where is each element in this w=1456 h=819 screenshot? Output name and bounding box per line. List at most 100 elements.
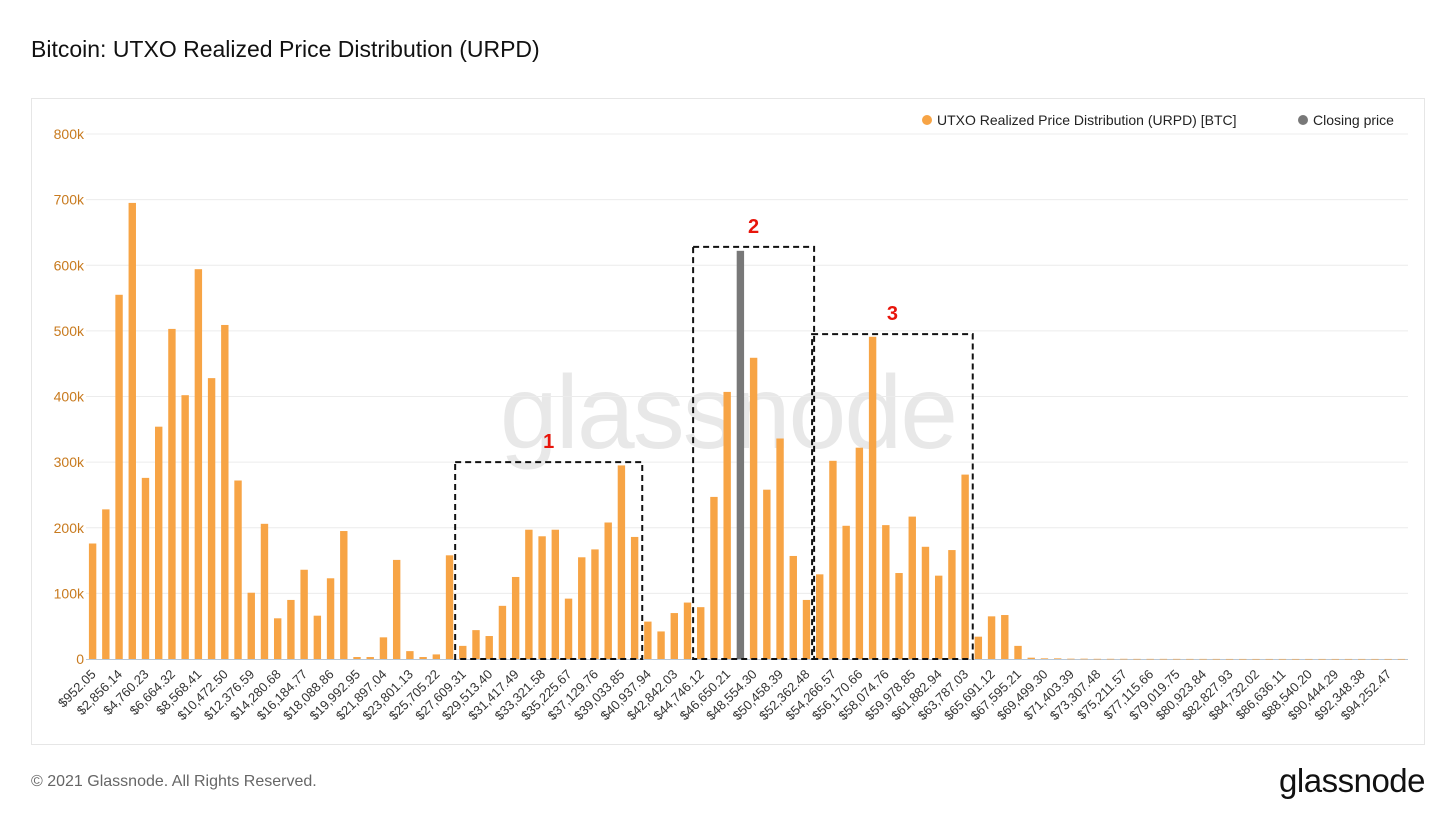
chart-title: Bitcoin: UTXO Realized Price Distributio… [31, 36, 540, 62]
urpd-bar [379, 637, 388, 659]
urpd-bar [1265, 658, 1273, 660]
urpd-bar [1133, 658, 1141, 660]
glassnode-logo[interactable]: glassnode [1279, 762, 1425, 799]
urpd-bar [551, 529, 560, 659]
legend-urpd-label: UTXO Realized Price Distribution (URPD) … [937, 112, 1237, 128]
urpd-bar [1080, 658, 1088, 660]
urpd-bar [882, 525, 890, 659]
urpd-bar [1252, 658, 1260, 660]
urpd-bar [273, 618, 282, 659]
urpd-bar [326, 578, 335, 659]
urpd-bar [829, 460, 837, 659]
urpd-bar [1014, 645, 1022, 659]
y-tick-label: 600k [54, 257, 85, 273]
urpd-bar [406, 651, 414, 659]
urpd-bar [974, 636, 983, 659]
annotation-label-1: 1 [543, 431, 554, 453]
urpd-bar [353, 657, 361, 659]
urpd-bar [432, 654, 441, 659]
urpd-bar [1225, 658, 1234, 660]
urpd-bar [247, 592, 255, 659]
urpd-bar [578, 557, 586, 659]
urpd-bar [194, 269, 203, 659]
urpd-bar [1146, 658, 1154, 660]
y-tick-label: 500k [54, 323, 85, 339]
urpd-bar [591, 549, 599, 659]
y-tick-label: 800k [54, 126, 85, 142]
urpd-bar [1358, 658, 1366, 660]
urpd-bar [1186, 658, 1194, 660]
urpd-bar [802, 599, 811, 659]
annotation-box-1 [454, 461, 644, 660]
annotation-label-2: 2 [748, 216, 759, 238]
urpd-bar [816, 574, 824, 659]
urpd-bar [1278, 658, 1287, 660]
urpd-bar [181, 395, 189, 659]
urpd-bar [1172, 658, 1181, 660]
urpd-bar [88, 543, 97, 659]
closing-price-bar [736, 250, 745, 659]
y-tick-label: 400k [54, 389, 85, 405]
legend-closing-label: Closing price [1313, 112, 1394, 128]
urpd-bar [683, 602, 692, 659]
urpd-bar [1199, 658, 1207, 660]
urpd-bar [644, 621, 652, 659]
urpd-bar [1106, 658, 1115, 660]
urpd-bar [987, 616, 996, 659]
y-tick-label: 200k [54, 520, 85, 536]
urpd-bar [961, 474, 969, 659]
urpd-bar [287, 599, 295, 659]
urpd-bar [657, 631, 665, 659]
urpd-bar [1331, 658, 1339, 660]
urpd-bar [1384, 658, 1392, 660]
urpd-bar [895, 573, 903, 659]
legend-urpd-swatch [922, 115, 932, 125]
urpd-bar [472, 630, 480, 659]
urpd-bar [498, 605, 507, 659]
urpd-bar [1371, 658, 1379, 660]
urpd-bar [1053, 658, 1062, 659]
urpd-bar [1093, 658, 1102, 660]
urpd-bar [921, 546, 930, 659]
urpd-bar [617, 465, 626, 659]
urpd-bar [697, 607, 705, 659]
urpd-bar [392, 559, 401, 659]
annotation-label-3: 3 [887, 303, 898, 325]
urpd-bar [525, 529, 533, 659]
urpd-bar [908, 516, 916, 659]
y-tick-label: 100k [54, 585, 85, 601]
y-tick-label: 300k [54, 454, 85, 470]
urpd-bar [789, 555, 797, 659]
urpd-bar [1318, 658, 1326, 660]
urpd-bar [1239, 658, 1247, 660]
urpd-bar [128, 202, 136, 659]
urpd-bar [1344, 658, 1353, 660]
urpd-bar [141, 477, 150, 659]
urpd-bar [115, 294, 123, 659]
urpd-bar [1305, 658, 1313, 660]
urpd-bar [1067, 658, 1075, 660]
urpd-bar [300, 569, 308, 659]
urpd-bar [1120, 658, 1128, 660]
urpd-bar [1291, 658, 1300, 660]
urpd-bar [207, 378, 216, 659]
urpd-bar [221, 324, 229, 659]
urpd-bar [155, 426, 163, 659]
urpd-bar [868, 336, 877, 659]
chart-frame [31, 98, 1425, 745]
urpd-bar [459, 645, 467, 659]
urpd-bar [670, 613, 678, 659]
urpd-bar [445, 555, 454, 659]
urpd-bar [313, 615, 322, 659]
urpd-bar [710, 496, 718, 659]
urpd-bar [485, 636, 493, 659]
copyright-text: © 2021 Glassnode. All Rights Reserved. [31, 773, 317, 790]
urpd-bar [948, 550, 956, 659]
urpd-bar [723, 391, 731, 659]
urpd-bar [168, 328, 176, 659]
urpd-bar [102, 509, 110, 659]
urpd-bar [234, 480, 242, 659]
urpd-bar [842, 525, 850, 659]
urpd-bar [749, 357, 758, 659]
